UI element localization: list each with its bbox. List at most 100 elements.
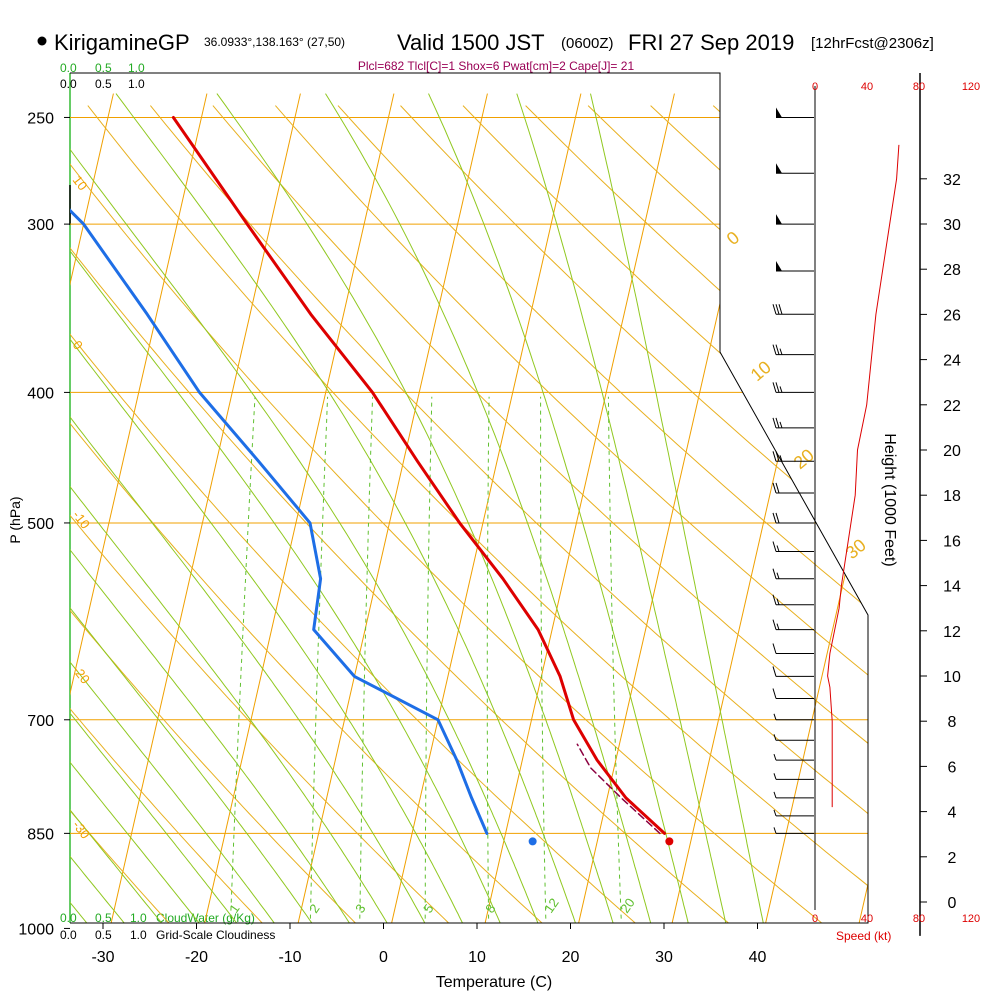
wind-barb-half-feather — [773, 734, 777, 741]
wind-barb — [776, 260, 814, 272]
wind-barb-feather — [775, 417, 780, 429]
moist-adiabat-line — [70, 93, 372, 923]
moist-adiabat-line — [325, 93, 661, 923]
wind-barb — [773, 734, 814, 741]
dry-adiabat-line — [70, 105, 203, 923]
wind-speed-line — [827, 144, 900, 808]
header: KirigamineGP 36.0933°,138.163° (27,50) V… — [37, 30, 934, 73]
wind-barb-half-feather — [773, 809, 777, 817]
p-tick-label: 700 — [27, 713, 54, 730]
isotherm-line — [476, 93, 675, 923]
isotherm-line — [850, 93, 868, 923]
p-tick-label: 300 — [27, 217, 54, 234]
isotherm-line — [289, 93, 488, 923]
x-tick-label: -30 — [91, 949, 114, 966]
wind-barb-half-feather — [773, 773, 777, 780]
valid-zulu: (0600Z) — [561, 35, 614, 52]
wind-barb-feather — [772, 304, 777, 315]
cloud-tick-bottom-1: 0.5 — [95, 911, 112, 925]
cloud-tick-top-1: 0.5 — [95, 61, 112, 75]
mixing-ratio-label: 3 — [352, 901, 368, 916]
wind-barb — [772, 643, 814, 654]
speed-tick-label-top: 80 — [913, 81, 925, 93]
wind-barb-feather — [772, 417, 777, 429]
wind-barb-feather — [772, 451, 777, 462]
wind-barb-pennant — [776, 260, 782, 271]
height-tick-label: 8 — [948, 714, 957, 731]
wind-barb-pennant — [776, 163, 782, 174]
wind-barb — [773, 791, 814, 799]
height-tick-label: 10 — [943, 669, 961, 686]
wind-barb-feather — [772, 344, 777, 355]
x-tick-label: 0 — [379, 949, 388, 966]
dry-adiabat-line — [400, 105, 868, 923]
height-tick-label: 12 — [943, 624, 961, 641]
dry-adiabat-line — [587, 105, 868, 923]
moist-adiabat-line — [70, 93, 480, 923]
wind-barb — [772, 512, 814, 524]
wind-barb — [772, 304, 814, 315]
p-tick-label: 250 — [27, 110, 54, 127]
p-tick-label: 850 — [27, 826, 54, 843]
wind-barb-feather — [772, 643, 777, 654]
dewpoint-line — [70, 116, 489, 835]
mixing-ratio-line — [228, 396, 256, 923]
cloud-tick-bottom-0: 0.0 — [60, 911, 77, 925]
wind-barb-feather — [772, 666, 777, 677]
height-tick-label: 6 — [948, 759, 957, 776]
x-tick-label: -10 — [278, 949, 301, 966]
plot-outline — [70, 72, 869, 924]
dry-adiabat-line — [963, 106, 1000, 959]
isotherm-line — [70, 93, 114, 923]
parcel-line — [576, 743, 661, 835]
wind-barb — [772, 344, 814, 356]
wind-barb — [773, 809, 814, 817]
dry-adiabat-line — [525, 105, 868, 923]
y2-axis-label: Height (1000 Feet) — [881, 433, 898, 566]
dry-adiabat-label: 20 — [790, 445, 818, 473]
speed-tick-label-top: 0 — [812, 81, 818, 93]
wind-barb-feather — [775, 512, 780, 524]
wind-barb-half-feather — [773, 791, 777, 799]
dry-adiabat-line — [70, 105, 867, 923]
height-tick-label: 28 — [943, 262, 961, 279]
wind-barb — [772, 666, 814, 677]
dry-adiabat-line — [87, 105, 868, 923]
dry-adiabat-line — [150, 105, 868, 923]
dry-adiabat-line — [70, 105, 298, 923]
height-tick-label: 16 — [943, 533, 961, 550]
height-tick-label: 32 — [943, 172, 961, 189]
dry-adiabat-line — [212, 105, 868, 923]
wind-barb-feather — [772, 568, 777, 579]
isotherm-line — [102, 93, 301, 923]
isotherm-line — [383, 93, 582, 923]
y-axis-label: P (hPa) — [7, 496, 23, 543]
moist-adiabat-line — [70, 93, 516, 923]
dry-adiabat-line — [70, 105, 487, 923]
mixing-ratio-label: 20 — [617, 895, 638, 915]
p-tick-label: 400 — [27, 385, 54, 402]
temperature-line — [171, 116, 666, 835]
speed-tick-label-bottom: 40 — [861, 913, 873, 925]
speed-tick-label-bottom: 80 — [913, 913, 925, 925]
moist-adiabat-line — [216, 93, 625, 923]
wind-barb-feather — [772, 594, 777, 605]
dry-adiabat-label: 0 — [723, 227, 744, 249]
moist-adiabat-line — [70, 93, 190, 923]
moist-adiabat-line — [70, 93, 408, 923]
moist-adiabat-line — [70, 93, 552, 923]
dry-adiabat-label: 10 — [747, 357, 775, 385]
isotherm-label: 10 — [70, 173, 91, 194]
station-bullet-icon — [37, 36, 47, 46]
wind-barb-feather — [775, 451, 780, 462]
isotherm-line — [70, 93, 208, 923]
valid-time: Valid 1500 JST — [397, 30, 545, 55]
height-tick-label: 30 — [943, 217, 961, 234]
p-tick-label: 1000 — [18, 921, 54, 938]
dry-adiabat-line — [70, 105, 677, 923]
wind-barb-feather — [778, 304, 783, 315]
x-axis: -30 -20 -10 0 10 20 30 40 — [91, 923, 767, 966]
x-tick-label: 10 — [468, 949, 486, 966]
